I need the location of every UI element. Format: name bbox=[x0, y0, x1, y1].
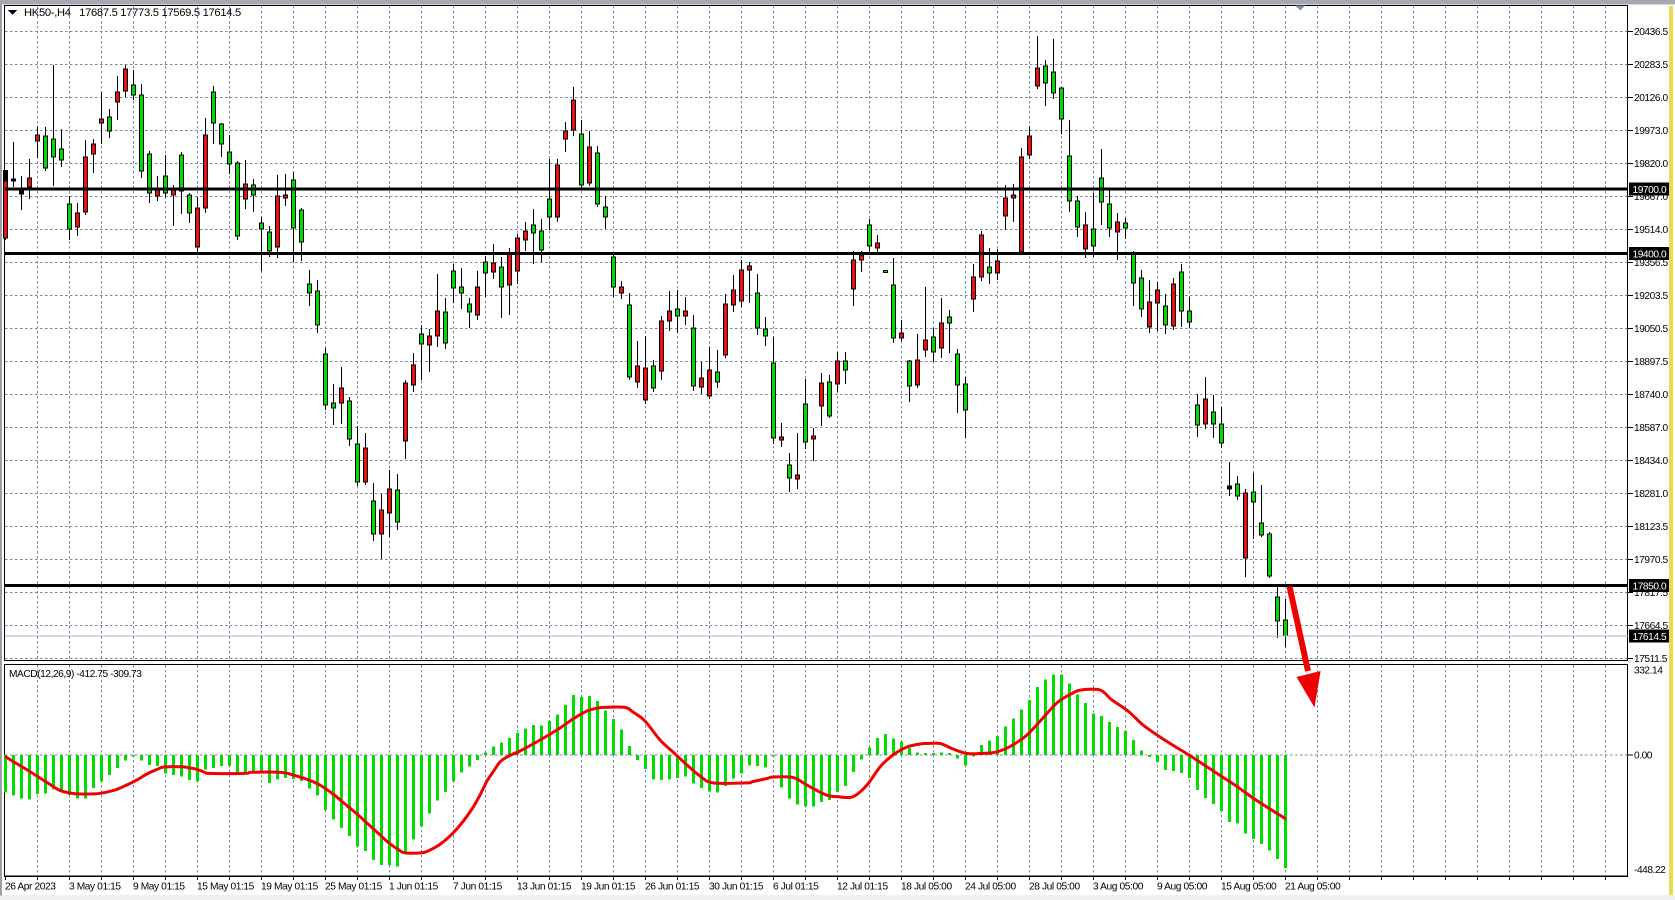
svg-text:17511.5: 17511.5 bbox=[1634, 654, 1668, 665]
svg-text:19973.0: 19973.0 bbox=[1634, 126, 1668, 137]
svg-text:17664.5: 17664.5 bbox=[1634, 621, 1668, 632]
svg-text:26 Jun 01:15: 26 Jun 01:15 bbox=[645, 882, 700, 893]
svg-text:30 Jun 01:15: 30 Jun 01:15 bbox=[709, 882, 764, 893]
svg-text:13 Jun 01:15: 13 Jun 01:15 bbox=[517, 882, 572, 893]
svg-text:28 Jul 05:00: 28 Jul 05:00 bbox=[1029, 882, 1080, 893]
svg-text:9 Aug 05:00: 9 Aug 05:00 bbox=[1157, 882, 1208, 893]
svg-text:17817.5: 17817.5 bbox=[1634, 588, 1668, 599]
svg-text:9 May 01:15: 9 May 01:15 bbox=[133, 882, 185, 893]
svg-text:19667.0: 19667.0 bbox=[1634, 192, 1668, 203]
svg-text:12 Jul 01:15: 12 Jul 01:15 bbox=[837, 882, 888, 893]
svg-text:18281.0: 18281.0 bbox=[1634, 489, 1668, 500]
svg-text:3 Aug 05:00: 3 Aug 05:00 bbox=[1093, 882, 1144, 893]
svg-text:18123.5: 18123.5 bbox=[1634, 522, 1668, 533]
svg-text:6 Jul 01:15: 6 Jul 01:15 bbox=[773, 882, 819, 893]
svg-text:18434.0: 18434.0 bbox=[1634, 456, 1668, 467]
svg-text:15 May 01:15: 15 May 01:15 bbox=[197, 882, 255, 893]
svg-text:21 Aug 05:00: 21 Aug 05:00 bbox=[1285, 882, 1341, 893]
svg-text:15 Aug 05:00: 15 Aug 05:00 bbox=[1221, 882, 1277, 893]
svg-text:20436.5: 20436.5 bbox=[1634, 27, 1668, 38]
svg-text:MACD(12,26,9) -412.75 -309.73: MACD(12,26,9) -412.75 -309.73 bbox=[9, 669, 142, 680]
svg-text:19820.0: 19820.0 bbox=[1634, 159, 1668, 170]
svg-text:18 Jul 05:00: 18 Jul 05:00 bbox=[901, 882, 952, 893]
svg-text:1 Jun 01:15: 1 Jun 01:15 bbox=[389, 882, 439, 893]
svg-text:18740.0: 18740.0 bbox=[1634, 390, 1668, 401]
svg-text:20126.0: 20126.0 bbox=[1634, 93, 1668, 104]
svg-text:19 May 01:15: 19 May 01:15 bbox=[261, 882, 319, 893]
svg-text:0.00: 0.00 bbox=[1634, 751, 1653, 762]
svg-text:25 May 01:15: 25 May 01:15 bbox=[325, 882, 383, 893]
svg-text:19050.5: 19050.5 bbox=[1634, 324, 1668, 335]
svg-text:7 Jun 01:15: 7 Jun 01:15 bbox=[453, 882, 503, 893]
svg-text:19400.0: 19400.0 bbox=[1633, 250, 1667, 261]
svg-text:19 Jun 01:15: 19 Jun 01:15 bbox=[581, 882, 636, 893]
svg-text:18897.5: 18897.5 bbox=[1634, 357, 1668, 368]
svg-text:19203.5: 19203.5 bbox=[1634, 291, 1668, 302]
svg-text:-448.22: -448.22 bbox=[1634, 865, 1666, 876]
svg-text:26 Apr 2023: 26 Apr 2023 bbox=[5, 882, 56, 893]
svg-text:17970.5: 17970.5 bbox=[1634, 555, 1668, 566]
svg-text:24 Jul 05:00: 24 Jul 05:00 bbox=[965, 882, 1016, 893]
svg-text:17614.5: 17614.5 bbox=[1633, 632, 1667, 643]
svg-text:19700.0: 19700.0 bbox=[1633, 185, 1667, 196]
svg-text:3 May 01:15: 3 May 01:15 bbox=[69, 882, 121, 893]
svg-text:20283.5: 20283.5 bbox=[1634, 60, 1668, 71]
svg-text:332.14: 332.14 bbox=[1634, 666, 1663, 677]
svg-text:HK50-,H4 17687.5 17773.5 175: HK50-,H4 17687.5 17773.5 17569.5 17614.5 bbox=[24, 7, 241, 19]
svg-text:19356.5: 19356.5 bbox=[1634, 258, 1668, 269]
svg-text:17850.0: 17850.0 bbox=[1633, 582, 1667, 593]
svg-text:19514.0: 19514.0 bbox=[1634, 225, 1668, 236]
svg-text:18587.0: 18587.0 bbox=[1634, 423, 1668, 434]
